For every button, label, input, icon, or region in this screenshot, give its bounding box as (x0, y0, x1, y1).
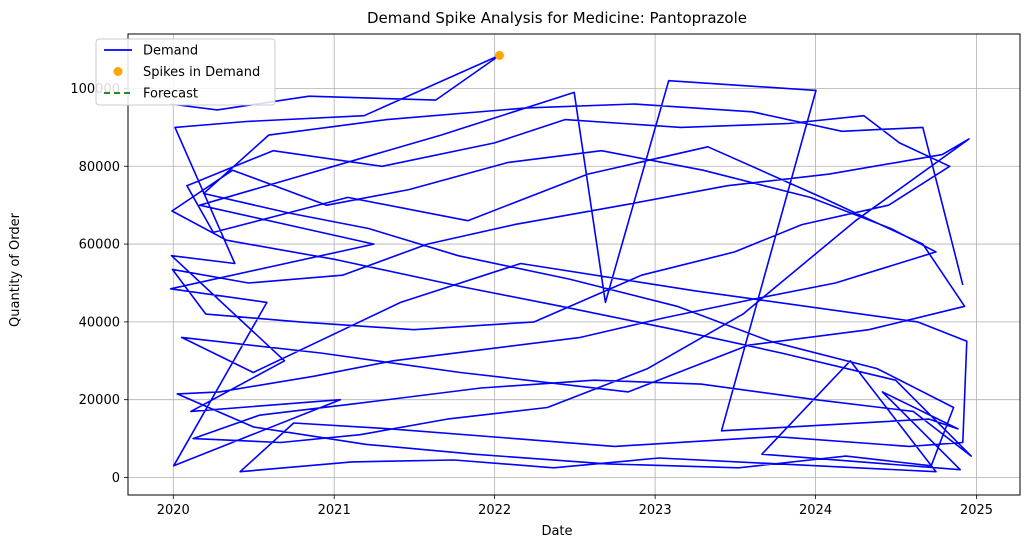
y-tick-label: 40000 (79, 315, 120, 330)
y-tick-label: 60000 (79, 238, 120, 253)
x-axis-ticks: 2020 2021 2022 2023 2024 2025 (157, 495, 993, 518)
x-tick-label: 2025 (960, 503, 993, 518)
y-axis-label: Quantity of Order (8, 212, 23, 327)
y-tick-label: 0 (112, 471, 120, 486)
x-tick-label: 2023 (639, 503, 672, 518)
legend-label: Spikes in Demand (143, 65, 260, 80)
legend-label: Demand (143, 44, 198, 59)
x-tick-label: 2022 (478, 503, 511, 518)
plot-area-frame (127, 33, 1021, 496)
chart-title: Demand Spike Analysis for Medicine: Pant… (367, 9, 747, 27)
spike-point (494, 50, 504, 60)
legend-label: Forecast (143, 87, 198, 102)
y-tick-label: 20000 (79, 393, 120, 408)
x-axis-label: Date (541, 524, 572, 539)
plot-series (169, 50, 973, 473)
legend: Demand Spikes in Demand Forecast (95, 38, 276, 106)
y-tick-label: 80000 (79, 160, 120, 175)
x-tick-label: 2020 (157, 503, 190, 518)
legend-box (95, 38, 276, 106)
x-tick-label: 2021 (318, 503, 351, 518)
legend-marker-spikes (113, 67, 123, 76)
series-line-demand (169, 54, 973, 473)
x-tick-label: 2024 (799, 503, 832, 518)
